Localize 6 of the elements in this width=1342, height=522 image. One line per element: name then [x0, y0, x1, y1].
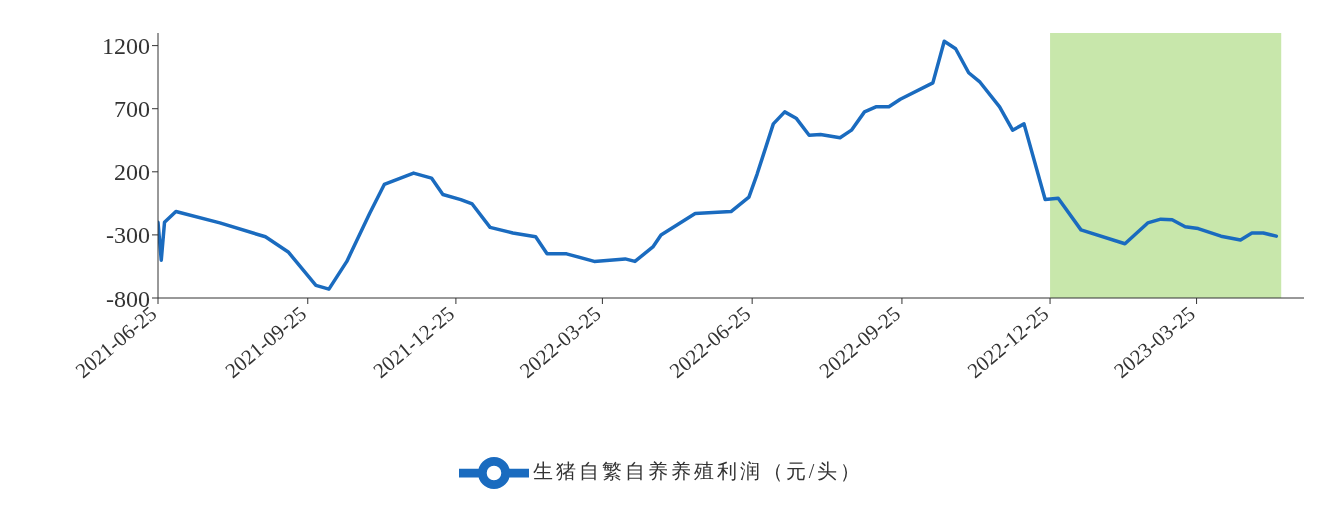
- y-tick-label: 200: [114, 159, 150, 186]
- y-tick-label: 1200: [102, 33, 150, 60]
- legend-label: 生猪自繁自养养殖利润（元/头）: [532, 459, 864, 482]
- line-series: [158, 39, 1279, 291]
- y-tick-label: -300: [106, 222, 150, 249]
- y-tick-label: 700: [114, 96, 150, 123]
